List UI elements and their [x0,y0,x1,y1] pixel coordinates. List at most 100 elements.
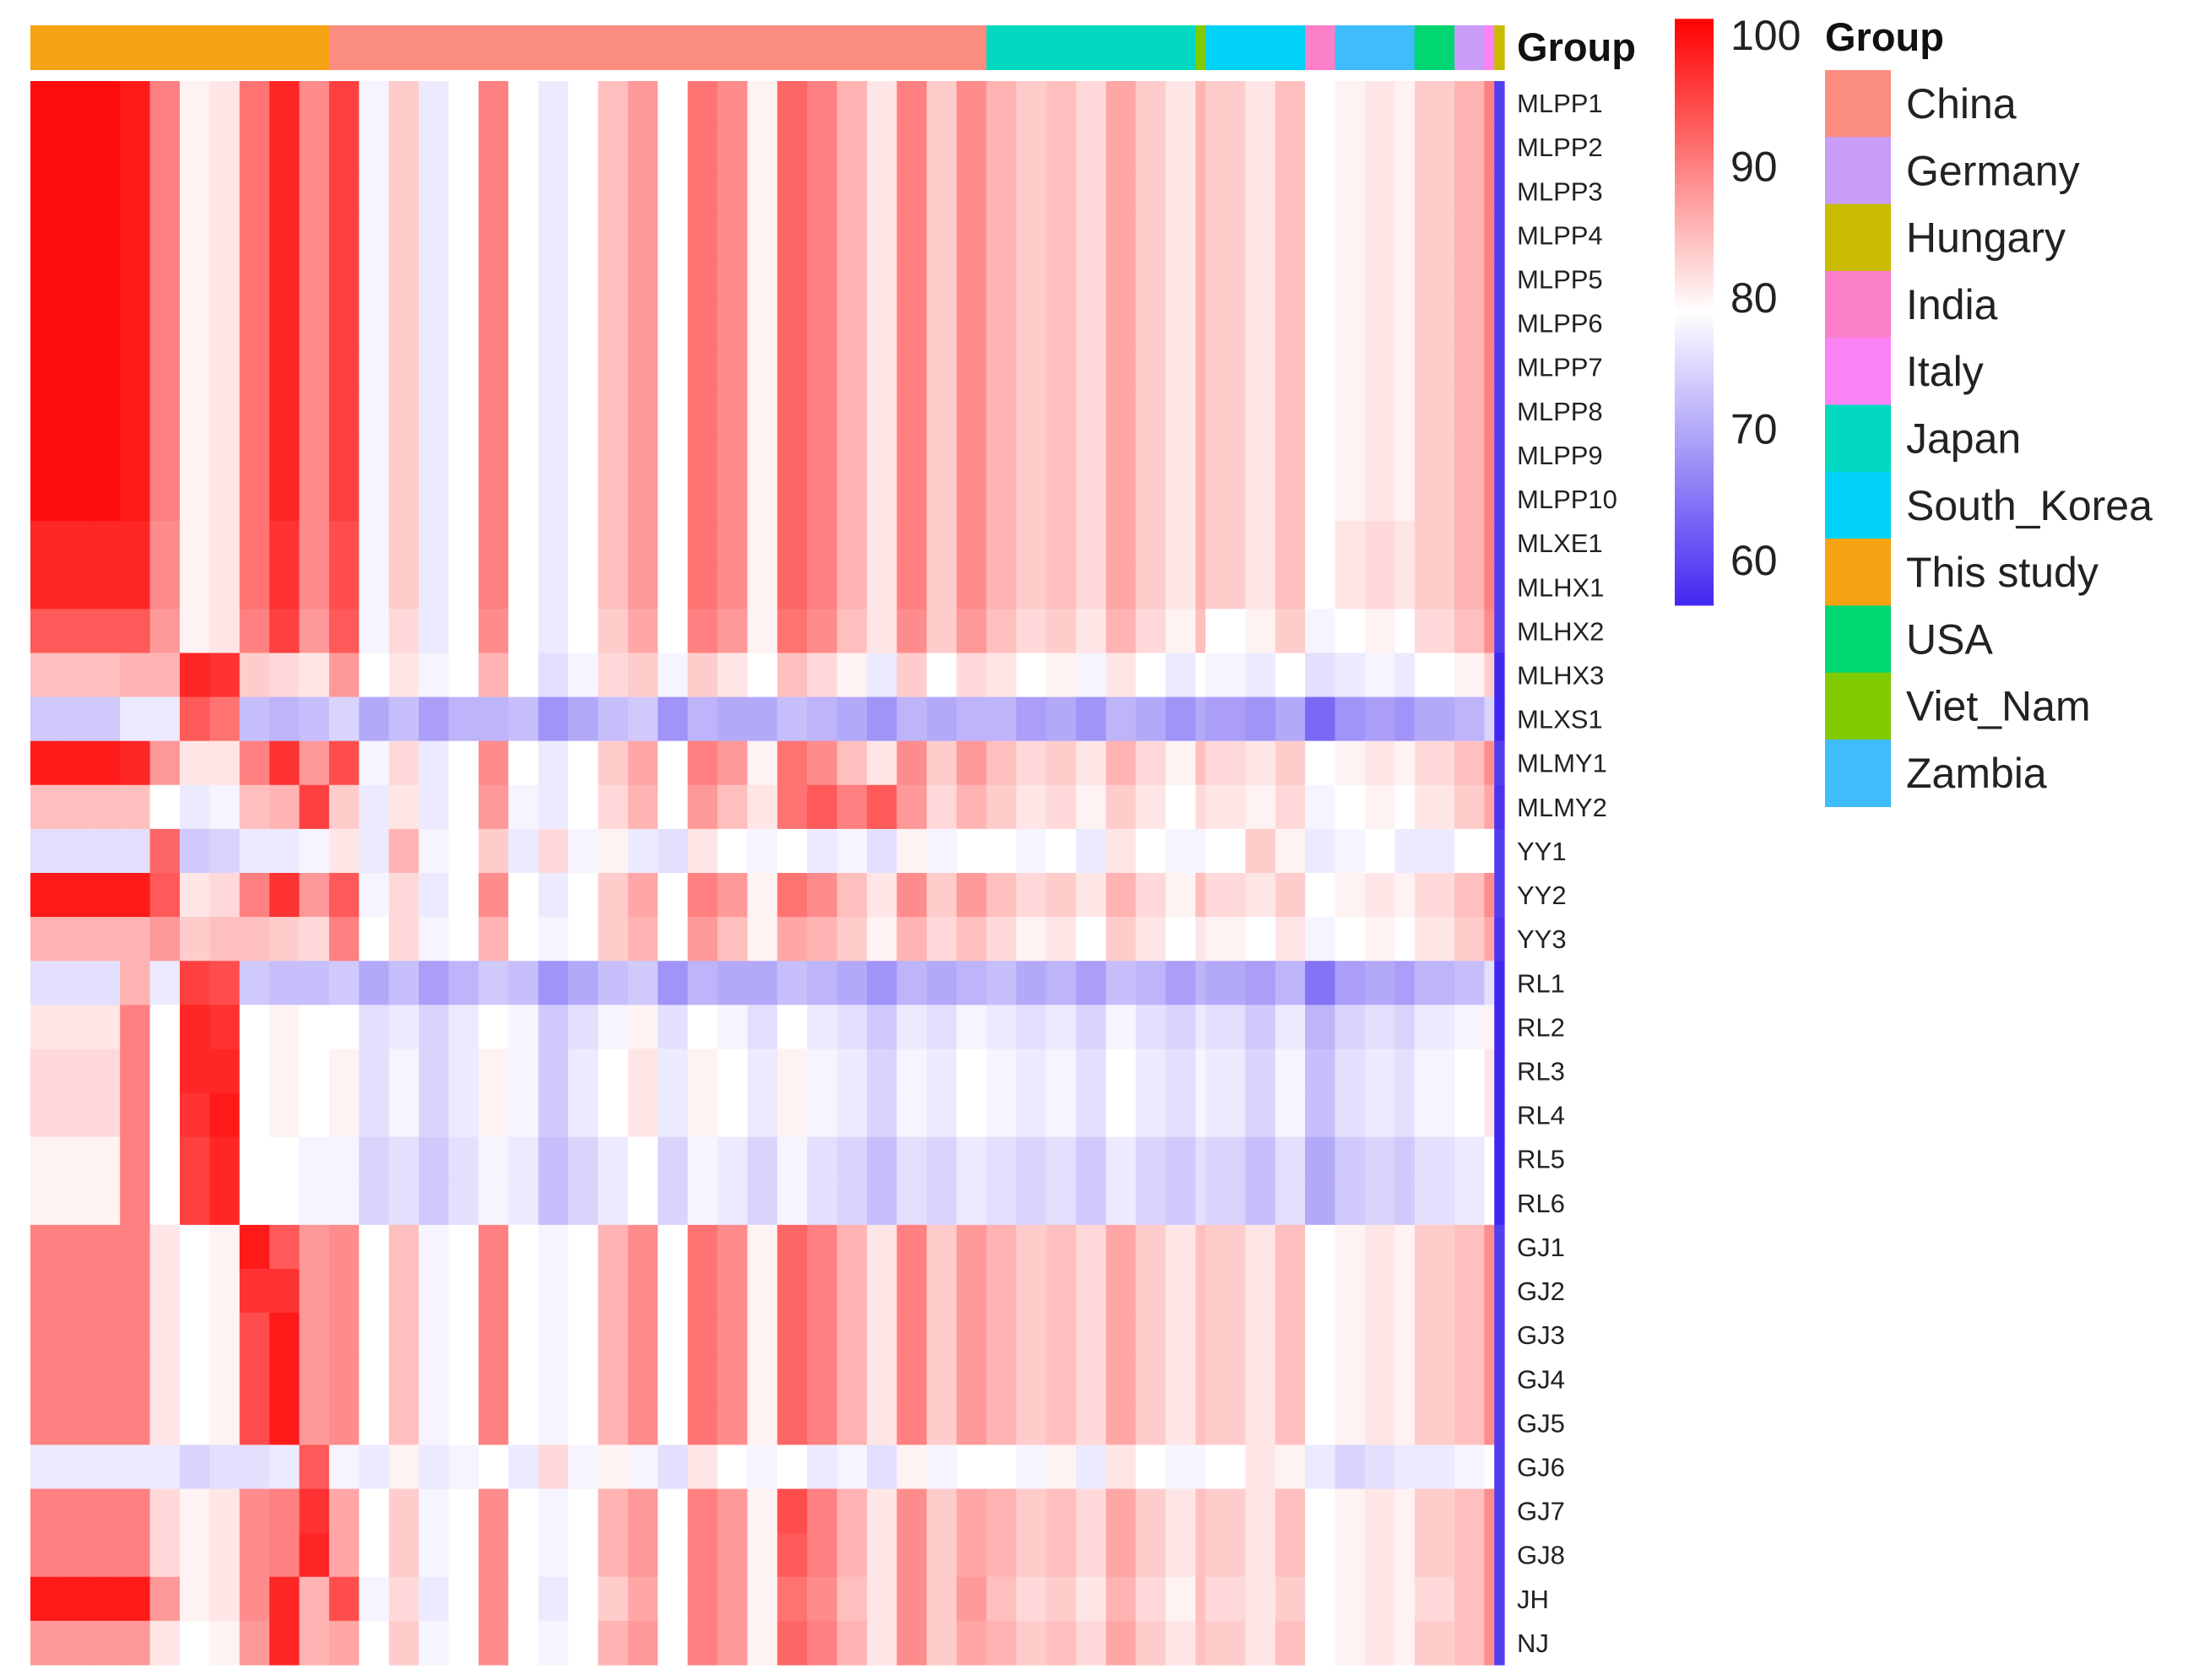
heatmap-cell [538,1357,569,1401]
heatmap-cell [60,917,91,962]
heatmap-cell [866,1005,897,1050]
heatmap-cell [149,740,181,786]
heatmap-cell [837,873,868,918]
heatmap-cell [419,1576,450,1622]
heatmap-cell [1494,828,1505,874]
heatmap-cell [1335,1005,1366,1050]
heatmap-cell [1046,1313,1077,1358]
row-labels: MLPP1MLPP2MLPP3MLPP4MLPP5MLPP6MLPP7MLPP8… [1517,89,1617,1658]
heatmap-cell [60,1224,91,1270]
heatmap-cell [1135,1357,1167,1401]
heatmap-cell [538,81,569,126]
heatmap-cell [1395,432,1416,478]
heatmap-cell [1305,213,1336,258]
heatmap-cell [299,917,330,962]
heatmap-cell [60,1444,91,1490]
heatmap-cell [1414,81,1455,126]
heatmap-cell [1305,1444,1336,1490]
heatmap-cell [866,81,897,126]
heatmap-cell [1395,1576,1416,1622]
heatmap-cell [807,828,838,874]
heatmap-cell [777,784,808,830]
heatmap-cell [1414,301,1455,346]
heatmap-cell [1135,1576,1167,1622]
legend-swatch [1825,203,1891,272]
heatmap-cell [1305,1401,1336,1446]
heatmap-cell [1484,1005,1495,1050]
heatmap-cell [1484,740,1495,786]
heatmap-cell [1275,125,1306,170]
heatmap-cell [239,344,270,390]
heatmap-cell [1205,125,1246,170]
heatmap-cell [1135,213,1167,258]
heatmap-cell [658,1005,689,1050]
heatmap-cell [956,828,988,874]
heatmap-cell [448,1488,479,1534]
heatmap-cell [538,961,569,1005]
heatmap-cell [89,432,121,478]
heatmap-cell [1106,1005,1137,1050]
heatmap-cell [747,784,778,830]
heatmap-cell [1275,609,1306,654]
heatmap-cell [89,1488,121,1534]
heatmap-cell [179,1576,210,1622]
heatmap-cell [568,1620,599,1666]
heatmap-cell [926,125,957,170]
heatmap-cell [419,1620,450,1666]
heatmap-cell [837,1576,868,1622]
heatmap-cell [598,1313,629,1358]
heatmap-cell [986,696,1017,742]
heatmap-cell [896,1444,928,1490]
heatmap-cell [627,213,658,258]
heatmap-cell [837,1313,868,1358]
heatmap-cell [718,873,749,918]
heatmap-cell [1305,432,1336,478]
heatmap-cell [1245,696,1276,742]
heatmap-cell [568,1444,599,1490]
heatmap-cell [837,125,868,170]
heatmap-cell [568,125,599,170]
heatmap-cell [1364,432,1395,478]
row-label: GJ8 [1517,1541,1565,1570]
heatmap-cell [419,1313,450,1358]
heatmap-cell [1335,828,1366,874]
annotation-cell-china [956,25,988,70]
heatmap-cell [1165,653,1196,698]
heatmap-cell [269,1269,301,1314]
heatmap-cell [926,1180,957,1226]
heatmap-cell [1395,1136,1416,1182]
heatmap-cell [956,1092,988,1138]
heatmap-cell [926,609,957,654]
heatmap-cell [1364,1444,1395,1490]
heatmap-cell [1364,477,1395,522]
heatmap-cell [956,169,988,214]
heatmap-cell [777,257,808,302]
heatmap-cell [120,1401,151,1446]
heatmap-cell [1494,740,1505,786]
heatmap-cell [777,1136,808,1182]
heatmap-cell [777,565,808,610]
heatmap-cell [718,740,749,786]
heatmap-cell [120,1049,151,1094]
heatmap-cell [419,828,450,874]
heatmap-cell [1046,1049,1077,1094]
heatmap-cell [1454,1049,1486,1094]
heatmap-cell [179,1180,210,1226]
legend-swatch [1825,404,1891,473]
heatmap-cell [239,301,270,346]
annotation-cell-china [627,25,658,70]
heatmap-cell [120,388,151,434]
heatmap-cell [1205,388,1246,434]
heatmap-cell [269,1488,301,1534]
heatmap-cell [478,1313,509,1358]
heatmap-cell [777,521,808,566]
heatmap-cell [299,1136,330,1182]
heatmap-cell [1135,81,1167,126]
heatmap-cell [986,1269,1017,1314]
heatmap-cell [627,961,658,1005]
heatmap-cell [1195,521,1206,566]
heatmap-cell [687,784,718,830]
heatmap-cell [986,873,1017,918]
heatmap-cell [1135,873,1167,918]
